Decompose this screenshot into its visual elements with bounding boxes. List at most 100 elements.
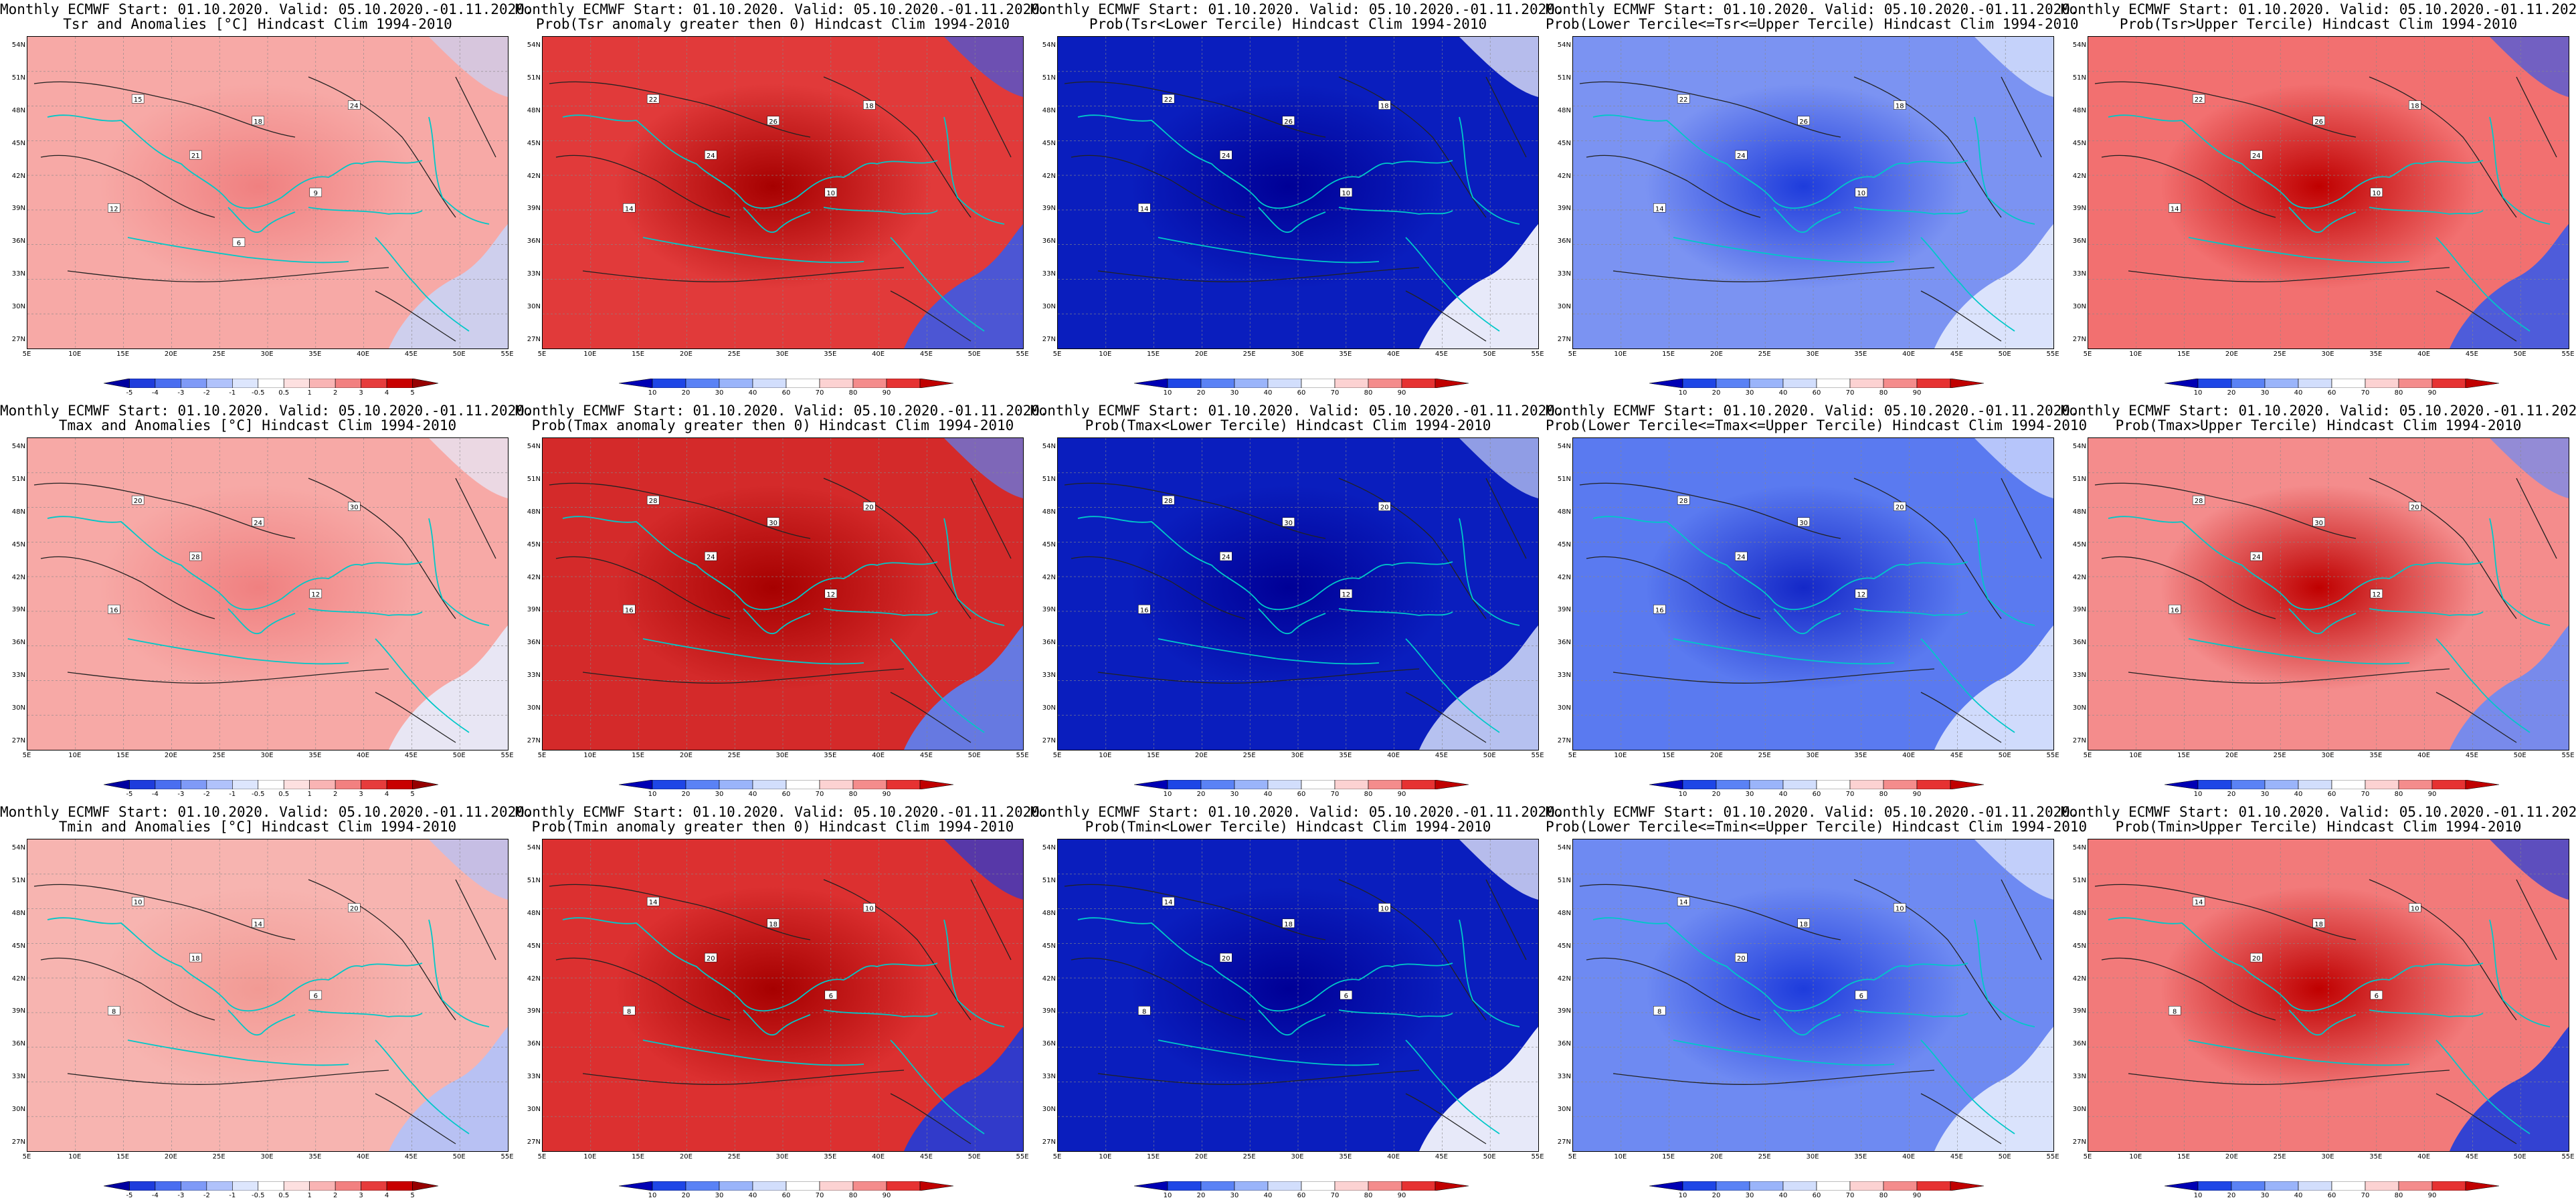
colorbar-swatch	[1234, 779, 1269, 790]
svg-text:24: 24	[1222, 554, 1230, 561]
contour-value-label: 18	[252, 116, 264, 126]
lon-label: 55E	[2046, 350, 2059, 358]
lon-label: 55E	[1016, 752, 1029, 759]
forecast-map: 14 18 20 10 8 6	[1572, 839, 2054, 1152]
colorbar-label: 40	[748, 791, 757, 798]
lon-label: 5E	[2083, 752, 2092, 759]
colorbar-label: 30	[2260, 389, 2270, 397]
lon-label: 30E	[1806, 752, 1819, 759]
lat-label: 45N	[11, 942, 25, 950]
colorbar-label: 70	[815, 1192, 824, 1199]
colorbar-label: -5	[126, 1192, 133, 1199]
colorbar-swatch	[2264, 1181, 2299, 1191]
contour-value-label: 18	[1378, 100, 1391, 110]
contour-value-label: 6	[309, 990, 323, 1000]
lon-label: 50E	[2513, 350, 2526, 358]
map-panel-tsr-1: Monthly ECMWF Start: 01.10.2020. Valid: …	[0, 0, 533, 401]
colorbar-swatch	[103, 1181, 130, 1191]
contour-line	[33, 482, 296, 539]
colorbar-swatch	[2431, 378, 2466, 389]
svg-text:10: 10	[1896, 906, 1904, 913]
contour-value-label: 20	[2250, 952, 2263, 963]
coastline	[943, 919, 1005, 1027]
contour-line	[1579, 482, 1841, 539]
colorbar-label: 70	[2361, 389, 2370, 397]
colorbar-swatch	[2365, 1181, 2399, 1191]
lat-label: 42N	[1042, 573, 1056, 581]
coastline	[308, 1009, 423, 1017]
lon-label: 55E	[500, 1153, 514, 1161]
contour-value-label: 20	[705, 952, 717, 963]
svg-text:18: 18	[1896, 103, 1904, 110]
lat-label: 48N	[527, 909, 541, 917]
coastline	[2435, 638, 2531, 733]
lat-label: 39N	[11, 205, 25, 213]
northeast-shading	[2490, 438, 2569, 498]
coastline	[1974, 116, 2035, 225]
shaded-field	[1573, 37, 2053, 348]
lon-label: 35E	[2369, 752, 2383, 759]
lat-label: 33N	[11, 270, 25, 278]
contour-line	[1485, 76, 1527, 158]
coastline	[1158, 638, 1380, 665]
panel-title: Tmax and Anomalies [°C] Hindcast Clim 19…	[58, 417, 457, 433]
colorbar-swatch	[1782, 1181, 1817, 1191]
coastline	[1459, 919, 1520, 1027]
coastline	[796, 561, 938, 599]
svg-text:18: 18	[254, 118, 262, 126]
coastline	[1338, 1009, 1453, 1017]
lon-label: 15E	[2177, 1153, 2191, 1161]
lon-label: 35E	[1339, 1153, 1352, 1161]
contour-value-label: 8	[2168, 1006, 2181, 1015]
lon-label: 15E	[1662, 752, 1675, 759]
lat-label: 48N	[527, 106, 541, 114]
contour-line	[549, 884, 811, 940]
colorbar-label: 70	[1845, 389, 1855, 397]
map-panel-tmin-3: Monthly ECMWF Start: 01.10.2020. Valid: …	[1030, 803, 1564, 1204]
lat-label: 33N	[11, 1073, 25, 1081]
colorbar-swatch	[386, 1181, 413, 1191]
colorbar-swatch	[2231, 1181, 2266, 1191]
svg-text:28: 28	[1679, 498, 1688, 505]
svg-text:22: 22	[1679, 96, 1688, 104]
lat-label: 30N	[1042, 303, 1056, 311]
colorbar-swatch	[2231, 779, 2266, 790]
lat-label: 51N	[527, 876, 541, 884]
map-panel-tmax-1: Monthly ECMWF Start: 01.10.2020. Valid: …	[0, 401, 533, 803]
contour-value-label: 22	[1162, 94, 1175, 104]
coastline	[2369, 1009, 2484, 1017]
lat-label: 48N	[1042, 106, 1056, 114]
contour-line	[1097, 1070, 1420, 1085]
colorbar-label: 90	[1397, 1192, 1406, 1199]
colorbar	[618, 1181, 954, 1191]
contour-line	[582, 267, 905, 282]
colorbar-swatch	[2431, 779, 2466, 790]
colorbar-swatch	[1267, 779, 1302, 790]
colorbar-label: 2	[333, 389, 338, 397]
coastline	[1827, 963, 1968, 1001]
northeast-shading	[2490, 37, 2569, 97]
colorbar-swatch	[1167, 779, 1202, 790]
lat-label: 30N	[1557, 704, 1571, 712]
contour-value-label: 10	[1340, 187, 1353, 197]
colorbar-label: 10	[1678, 1192, 1687, 1199]
contour-line	[1579, 884, 1841, 940]
colorbar-swatch	[1883, 378, 1918, 389]
coastline	[1311, 160, 1453, 198]
lat-label: 30N	[11, 1106, 25, 1114]
contour-line	[2128, 267, 2450, 282]
svg-text:6: 6	[314, 993, 318, 1000]
contour-value-label: 20	[2408, 502, 2421, 512]
contour-line	[375, 1093, 456, 1144]
colorbar-swatch	[1716, 779, 1750, 790]
contour-line	[1405, 692, 1487, 743]
lat-label: 54N	[1042, 41, 1056, 49]
coastline	[1459, 518, 1520, 626]
lon-label: 45E	[1950, 350, 1963, 358]
colorbar-label: 0.5	[278, 389, 290, 397]
colorbar-label: 70	[2361, 1192, 2370, 1199]
colorbar-swatch	[361, 1181, 387, 1191]
lon-label: 35E	[308, 350, 322, 358]
colorbar-label: 60	[781, 1192, 791, 1199]
colorbar-label: 30	[715, 389, 724, 397]
